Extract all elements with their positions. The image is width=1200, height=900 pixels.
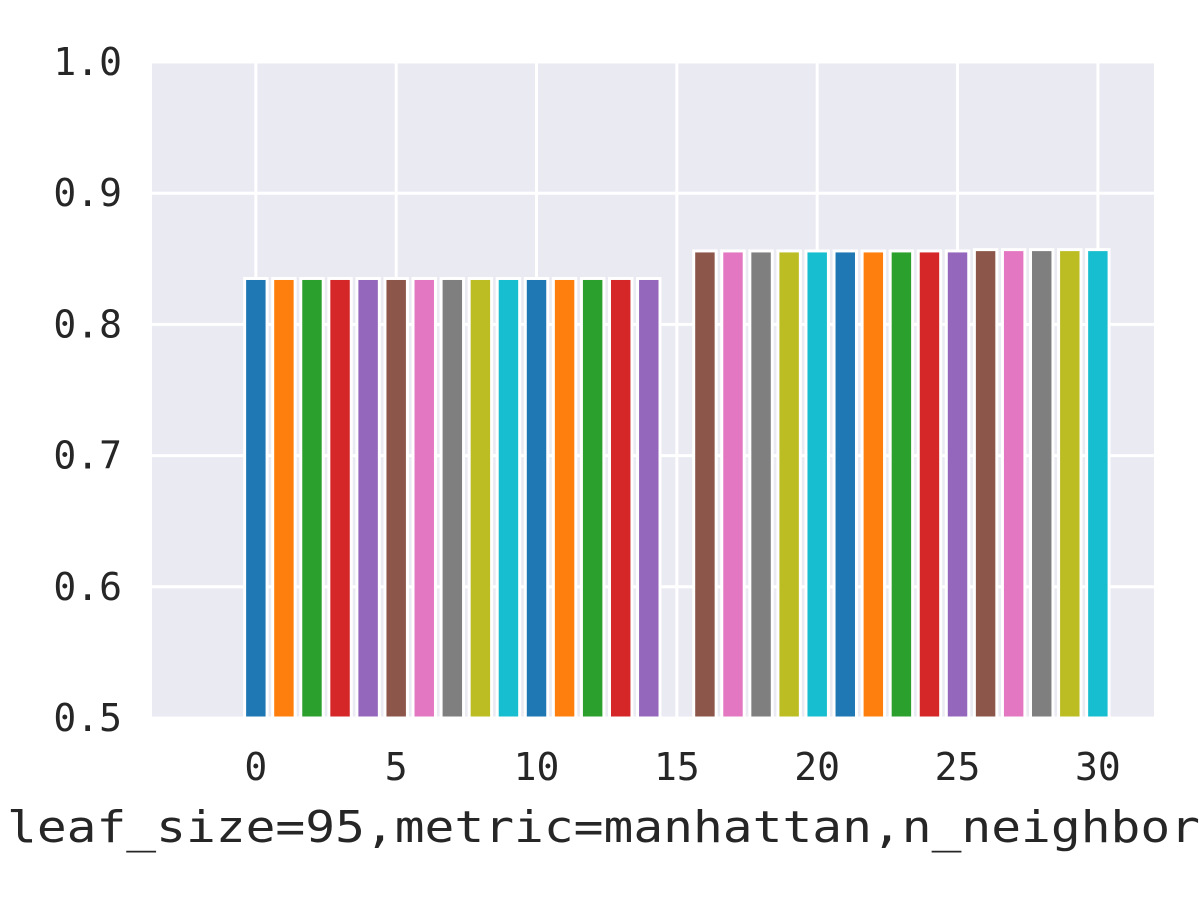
bar <box>271 276 297 720</box>
x-axis-label: leaf_size=95,metric=manhattan,n_neighbor <box>7 802 1200 853</box>
y-tick-label: 1.0 <box>53 40 122 84</box>
x-tick-label: 0 <box>244 745 267 789</box>
bar <box>1085 248 1111 720</box>
x-tick-label: 10 <box>514 745 560 789</box>
y-tick-label: 0.9 <box>53 171 122 215</box>
bar <box>607 276 634 720</box>
x-tick-label: 5 <box>385 745 408 789</box>
bar <box>636 276 662 720</box>
x-tick-label: 15 <box>654 745 700 789</box>
x-tick-label: 25 <box>935 745 981 789</box>
bar <box>579 276 606 720</box>
bars <box>243 248 1111 720</box>
bar <box>748 249 774 720</box>
bar <box>551 276 578 720</box>
bar <box>804 249 830 720</box>
bar <box>299 276 325 720</box>
bar <box>944 249 971 720</box>
bar <box>1029 248 1055 720</box>
bar <box>467 276 494 720</box>
bar <box>832 249 858 720</box>
y-tick-label: 0.7 <box>53 434 122 478</box>
bar <box>692 249 718 720</box>
bar <box>411 276 437 720</box>
bar <box>327 276 353 720</box>
y-tick-label: 0.6 <box>53 565 122 609</box>
bar <box>888 249 915 720</box>
bar <box>243 276 269 720</box>
bar <box>1057 248 1083 720</box>
y-tick-label: 0.5 <box>53 696 122 740</box>
y-tick-label: 0.8 <box>53 302 122 346</box>
bar <box>383 276 409 720</box>
bar <box>860 249 887 720</box>
bar <box>720 249 746 720</box>
bar <box>495 276 522 720</box>
y-tick-labels: 0.5 0.6 0.7 0.8 0.9 1.0 <box>53 40 122 740</box>
bar <box>776 249 802 720</box>
bar <box>916 249 943 720</box>
bar <box>1000 248 1027 720</box>
x-tick-label: 30 <box>1075 745 1121 789</box>
x-tick-label: 20 <box>794 745 840 789</box>
bar <box>523 276 550 720</box>
bar <box>439 276 466 720</box>
x-tick-labels: 0 5 10 15 20 25 30 <box>244 745 1120 789</box>
bar <box>355 276 381 720</box>
bar <box>972 248 999 720</box>
